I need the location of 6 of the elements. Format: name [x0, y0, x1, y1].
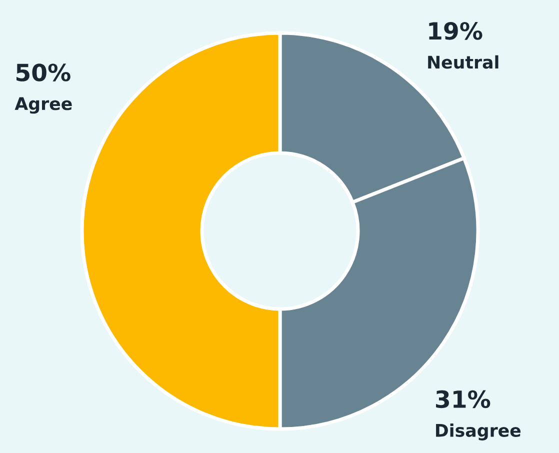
data-label: 50%: [16, 64, 70, 82]
data-label: 31%: [436, 390, 490, 408]
data-label: 19%: [429, 22, 482, 40]
slice-label: Agree: [14, 97, 72, 114]
slice-label: Disagree: [436, 424, 521, 440]
slice-label: Neutral: [428, 55, 498, 69]
